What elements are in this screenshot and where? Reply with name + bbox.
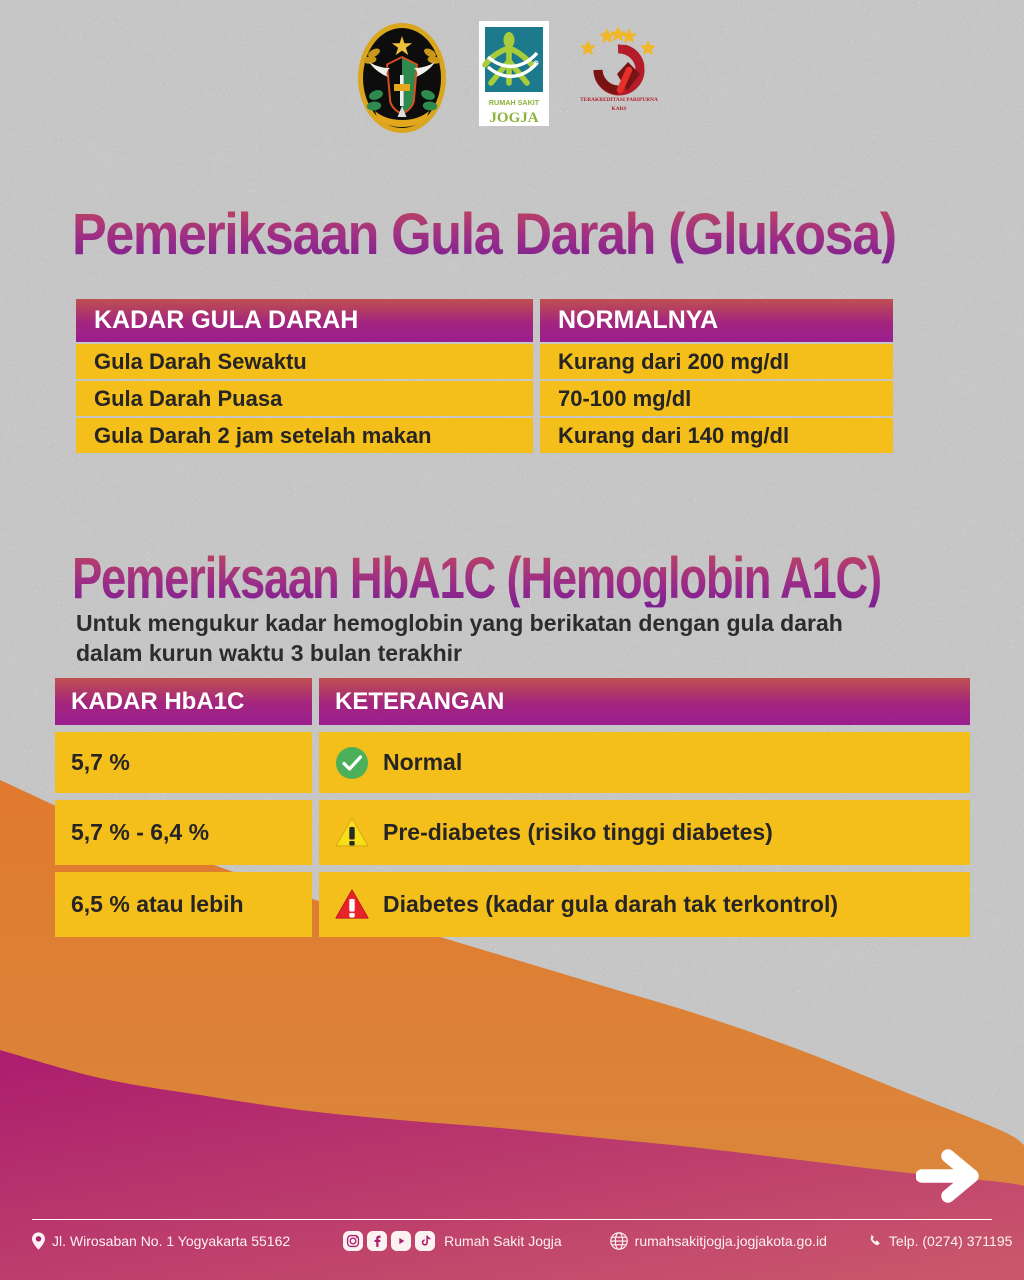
svg-text:TERAKREDITASI PARIPURNA: TERAKREDITASI PARIPURNA <box>580 97 658 103</box>
svg-text:KARS: KARS <box>612 106 627 112</box>
svg-text:RUMAH SAKIT: RUMAH SAKIT <box>489 98 540 107</box>
svg-text:JOGJA: JOGJA <box>489 110 538 126</box>
